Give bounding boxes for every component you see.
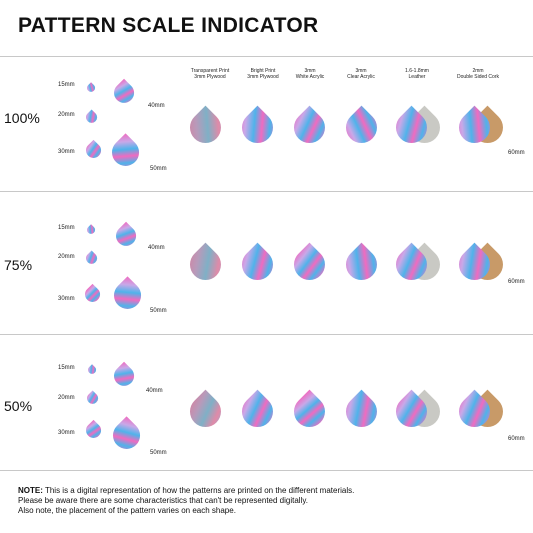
material-line1: 2mm	[472, 68, 484, 74]
plywood-transparent-drop	[183, 242, 228, 287]
size-swatch-drop	[81, 283, 103, 305]
hole-icon	[411, 96, 413, 99]
material-header-white-acrylic: 3mm White Acrylic	[278, 68, 342, 80]
size-swatch-drop	[106, 415, 145, 454]
material-line1: Transparent Print	[190, 68, 230, 74]
sample-size-label: 60mm	[508, 150, 525, 156]
section-divider-1	[0, 191, 533, 192]
size-swatch-drop	[83, 250, 99, 266]
hole-icon	[411, 233, 413, 236]
scale-label-75: 75%	[4, 257, 33, 273]
size-label-20mm: 20mm	[58, 112, 75, 118]
size-swatch-drop	[111, 221, 140, 250]
material-line2: White Acrylic	[295, 74, 325, 80]
size-label-40mm: 40mm	[148, 103, 165, 109]
hole-icon	[309, 233, 311, 236]
clear-acrylic-drop	[339, 242, 384, 287]
size-label-50mm: 50mm	[150, 166, 167, 172]
page-title: PATTERN SCALE INDICATOR	[18, 14, 319, 37]
note-line-2: Please be aware there are some character…	[18, 496, 308, 505]
material-line2: Leather	[408, 74, 426, 80]
size-label-40mm: 40mm	[146, 388, 163, 394]
hole-icon	[309, 96, 311, 99]
note-line-1: NOTE: This is a digital representation o…	[18, 486, 523, 496]
clear-acrylic-drop	[339, 389, 384, 434]
note-label: NOTE:	[18, 486, 43, 495]
footer-note: NOTE: This is a digital representation o…	[18, 486, 523, 516]
material-line1: 3mm	[355, 68, 367, 74]
size-label-30mm: 30mm	[58, 149, 75, 155]
hole-icon	[361, 233, 363, 236]
hole-icon	[257, 96, 259, 99]
size-label-40mm: 40mm	[148, 245, 165, 251]
hole-icon	[474, 380, 476, 383]
hole-icon	[309, 380, 311, 383]
material-header-leather: 1.6-1.8mm Leather	[385, 68, 449, 80]
hole-icon	[205, 96, 207, 99]
material-line2: 3mm Plywood	[194, 74, 226, 80]
hole-icon	[361, 96, 363, 99]
plywood-bright-drop	[235, 389, 280, 434]
sample-size-label: 60mm	[508, 279, 525, 285]
size-label-20mm: 20mm	[58, 395, 75, 401]
size-swatch-drop	[82, 139, 104, 161]
white-acrylic-drop	[287, 242, 332, 287]
size-swatch-drop	[105, 132, 144, 171]
material-header-clear-acrylic: 3mm Clear Acrylic	[329, 68, 393, 80]
size-label-30mm: 30mm	[58, 296, 75, 302]
sample-size-label: 60mm	[508, 436, 525, 442]
material-line1: 1.6-1.8mm	[405, 68, 429, 74]
plywood-transparent-drop	[183, 389, 228, 434]
plywood-bright-drop	[235, 242, 280, 287]
size-label-15mm: 15mm	[58, 82, 75, 88]
size-swatch-drop	[85, 82, 97, 94]
scale-label-100: 100%	[4, 110, 40, 126]
hole-icon	[474, 233, 476, 236]
size-label-15mm: 15mm	[58, 225, 75, 231]
clear-acrylic-drop	[339, 105, 384, 150]
material-line1: 3mm	[304, 68, 316, 74]
plywood-transparent-drop	[183, 105, 228, 150]
material-header-transparent-plywood: Transparent Print 3mm Plywood	[178, 68, 242, 80]
hole-icon	[361, 380, 363, 383]
material-line2: Double Sided Cork	[457, 74, 499, 80]
hole-icon	[411, 380, 413, 383]
hole-icon	[474, 96, 476, 99]
note-text: This is a digital representation of how …	[42, 486, 355, 495]
hole-icon	[257, 233, 259, 236]
material-line1: Bright Print	[250, 68, 276, 74]
size-swatch-drop	[84, 390, 100, 406]
size-label-50mm: 50mm	[150, 308, 167, 314]
size-swatch-drop	[107, 275, 146, 314]
size-swatch-drop	[86, 364, 98, 376]
hole-icon	[205, 233, 207, 236]
white-acrylic-drop	[287, 389, 332, 434]
size-label-30mm: 30mm	[58, 430, 75, 436]
scale-label-50: 50%	[4, 398, 33, 414]
white-acrylic-drop	[287, 105, 332, 150]
size-label-20mm: 20mm	[58, 254, 75, 260]
size-swatch-drop	[83, 109, 99, 125]
material-header-bright-plywood: Bright Print 3mm Plywood	[231, 68, 295, 80]
size-swatch-drop	[85, 224, 97, 236]
material-header-cork: 2mm Double Sided Cork	[446, 68, 510, 80]
section-divider-top	[0, 56, 533, 57]
plywood-bright-drop	[235, 105, 280, 150]
section-divider-bottom	[0, 470, 533, 471]
material-line2: Clear Acrylic	[347, 74, 375, 80]
size-swatch-drop	[82, 419, 104, 441]
hole-icon	[257, 380, 259, 383]
size-label-15mm: 15mm	[58, 365, 75, 371]
size-swatch-drop	[109, 78, 138, 107]
note-line-3: Also note, the placement of the pattern …	[18, 506, 236, 515]
section-divider-2	[0, 334, 533, 335]
size-label-50mm: 50mm	[150, 450, 167, 456]
size-swatch-drop	[109, 361, 138, 390]
material-line2: 3mm Plywood	[247, 74, 279, 80]
hole-icon	[205, 380, 207, 383]
